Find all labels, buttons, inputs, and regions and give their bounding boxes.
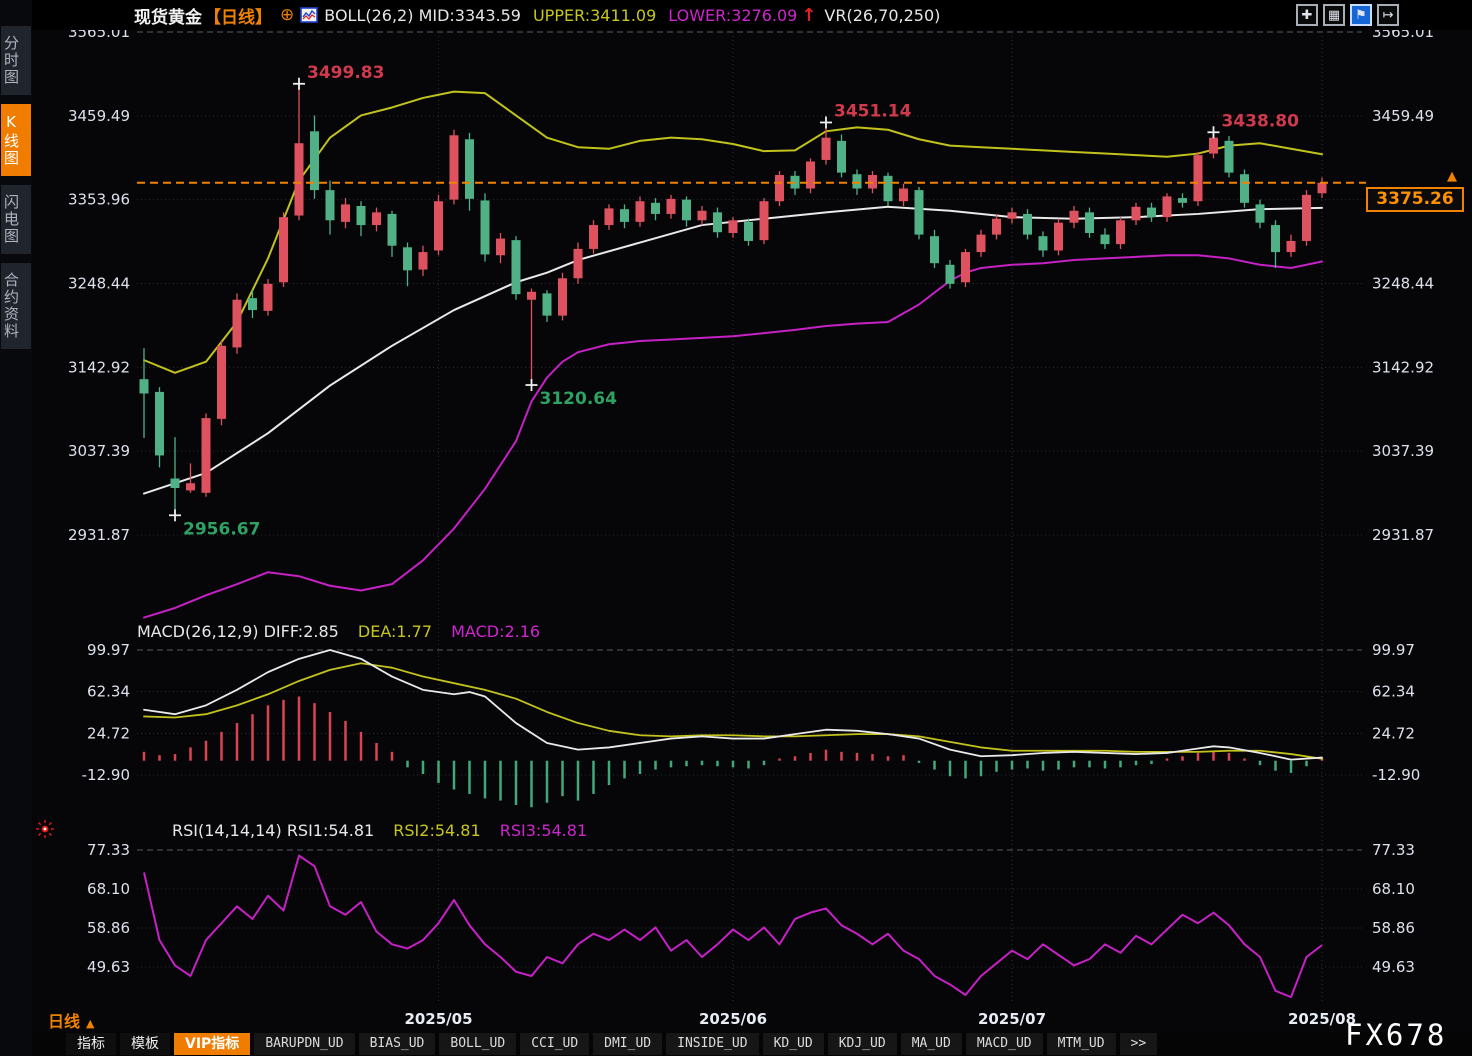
svg-text:68.10: 68.10 [87,880,130,898]
site-watermark: FX678 [1345,1018,1448,1052]
svg-text:3120.64: 3120.64 [540,389,618,409]
svg-text:99.97: 99.97 [1372,641,1415,659]
svg-text:49.63: 49.63 [1372,958,1415,976]
sidebar-tab-flash-chart[interactable]: 闪电图 [1,185,31,254]
svg-text:2025/08: 2025/08 [1288,1010,1356,1028]
svg-text:2931.87: 2931.87 [68,526,130,544]
svg-text:3248.44: 3248.44 [68,275,130,293]
svg-text:58.86: 58.86 [87,919,130,937]
current-price-label: 3375.26 [1366,187,1464,212]
svg-text:2025/05: 2025/05 [404,1010,472,1028]
svg-text:2025/07: 2025/07 [978,1010,1046,1028]
svg-text:3459.49: 3459.49 [68,107,130,125]
dmi-ud-tab[interactable]: DMI_UD [593,1033,663,1055]
period-selector[interactable]: 日线 ▲ [48,1008,94,1032]
exit-tool-icon[interactable]: ↦ [1377,4,1399,26]
boll-lower-value: LOWER:3276.09 [668,5,798,25]
kdj-ud-tab[interactable]: KDJ_UD [827,1033,897,1055]
draw-tool-icon[interactable]: ⚑ [1350,4,1372,26]
sidebar-tab-time-share-chart[interactable]: 分时图 [1,26,31,95]
kd-ud-tab[interactable]: KD_UD [762,1033,824,1055]
up-arrow-icon: ↑ [801,4,817,26]
svg-text:3037.39: 3037.39 [68,442,130,460]
period-selector-arrow-icon: ▲ [86,1017,95,1030]
macd-dea-value: DEA:1.77 [357,622,433,641]
svg-text:3459.49: 3459.49 [1372,107,1434,125]
period-selector-label: 日线 [48,1012,81,1031]
svg-text:2025/06: 2025/06 [699,1010,767,1028]
chart-toolbar: ✚ ▦ ⚑ ↦ [1291,4,1399,26]
svg-text:24.72: 24.72 [1372,724,1415,742]
svg-text:77.33: 77.33 [1372,841,1415,859]
candlestick-chart[interactable]: 3565.013565.013459.493459.493353.963353.… [32,0,1472,1032]
indicator-tab-bar: 指标 模板 VIP指标 BARUPDN_UD BIAS_UD BOLL_UD CCI_UD D… [32,1032,1472,1056]
svg-text:49.63: 49.63 [87,958,130,976]
mtm-ud-tab[interactable]: MTM_UD [1046,1033,1116,1055]
svg-text:2931.87: 2931.87 [1372,526,1434,544]
boll-upper-value: UPPER:3411.09 [532,5,657,25]
templates-tab[interactable]: 模板 [120,1033,170,1055]
price-up-arrow-icon: ▲ [1447,169,1457,184]
vip-indicators-tab[interactable]: VIP指标 [174,1033,251,1055]
boll-ud-tab[interactable]: BOLL_UD [439,1033,517,1055]
more-tabs[interactable]: >> [1119,1033,1158,1055]
scale-tool-icon[interactable]: ▦ [1323,4,1345,26]
chart-type-sidebar: 分时图 K线图闪电图合约资料 [0,0,32,1056]
ma-ud-tab[interactable]: MA_UD [900,1033,962,1055]
mini-chart-icon [300,7,319,23]
expand-icon[interactable]: ⊕ [280,5,295,25]
svg-text:3499.83: 3499.83 [307,63,384,83]
vr-indicator-value: VR(26,70,250) [824,5,941,25]
symbol-name: 现货黄金 [134,7,202,28]
svg-text:68.10: 68.10 [1372,880,1415,898]
inside-ud-tab[interactable]: INSIDE_UD [666,1033,759,1055]
sidebar-tab-contract-info[interactable]: 合约资料 [1,263,31,349]
svg-text:62.34: 62.34 [87,683,130,701]
rsi3-value: RSI3:54.81 [499,821,588,840]
svg-text:3248.44: 3248.44 [1372,275,1434,293]
svg-text:24.72: 24.72 [87,724,130,742]
period-badge[interactable]: 【日线】 [204,7,272,28]
boll-indicator-value: BOLL(26,2) MID:3343.59 [324,5,521,25]
svg-text:-12.90: -12.90 [1372,766,1420,784]
sidebar-tab-kline-chart[interactable]: K线图 [1,104,31,176]
macd-diff-value: MACD(26,12,9) DIFF:2.85 [137,622,339,641]
alert-sun-icon[interactable] [35,819,55,843]
move-tool-icon[interactable]: ✚ [1296,4,1318,26]
chart-header-bar: 现货黄金 【日线】 ⊕ BOLL(26,2) MID:3343.59 UPPER… [32,0,1472,30]
svg-text:58.86: 58.86 [1372,919,1415,937]
macd-header: MACD(26,12,9) DIFF:2.85 DEA:1.77 MACD:2.… [137,622,540,641]
svg-text:2956.67: 2956.67 [183,519,260,539]
macd-macd-value: MACD:2.16 [451,622,541,641]
rsi2-value: RSI2:54.81 [393,821,481,840]
cci-ud-tab[interactable]: CCI_UD [520,1033,590,1055]
macd-ud-tab[interactable]: MACD_UD [965,1033,1043,1055]
svg-text:77.33: 77.33 [87,841,130,859]
bias-ud-tab[interactable]: BIAS_UD [358,1033,436,1055]
svg-text:3142.92: 3142.92 [1372,358,1434,376]
svg-text:99.97: 99.97 [87,641,130,659]
svg-text:62.34: 62.34 [1372,683,1415,701]
svg-text:-12.90: -12.90 [82,766,130,784]
barupdn-ud-tab[interactable]: BARUPDN_UD [254,1033,355,1055]
svg-text:3142.92: 3142.92 [68,358,130,376]
svg-text:3438.80: 3438.80 [1222,111,1300,131]
indicators-tab[interactable]: 指标 [66,1033,116,1055]
rsi1-value: RSI(14,14,14) RSI1:54.81 [172,821,375,840]
rsi-header: RSI(14,14,14) RSI1:54.81 RSI2:54.81 RSI3… [172,821,587,840]
svg-text:3353.96: 3353.96 [68,191,130,209]
svg-text:3037.39: 3037.39 [1372,442,1434,460]
svg-text:3451.14: 3451.14 [834,101,912,121]
